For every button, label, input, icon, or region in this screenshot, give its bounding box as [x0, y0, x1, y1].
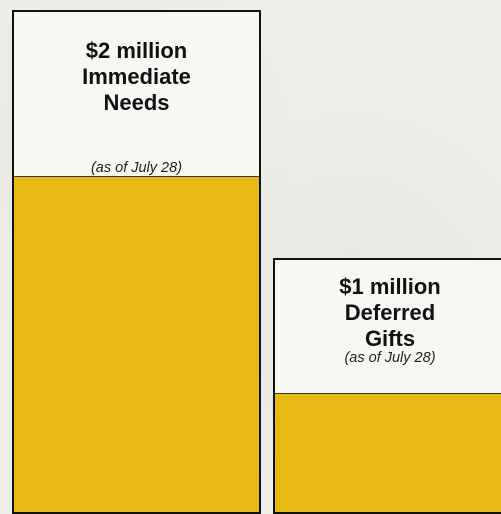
deferred-gifts-bar: $1 million Deferred Gifts (as of July 28…	[273, 258, 501, 514]
deferred-gifts-note: (as of July 28)	[344, 350, 436, 366]
immediate-needs-title-line1: Immediate	[82, 64, 191, 89]
immediate-needs-amount: $2 million	[85, 38, 188, 63]
immediate-needs-note: (as of July 28)	[90, 160, 183, 176]
deferred-gifts-amount: $1 million	[339, 274, 441, 299]
deferred-gifts-fill	[275, 393, 501, 512]
deferred-gifts-title-line2: Gifts	[364, 326, 416, 351]
immediate-needs-bar: $2 million Immediate Needs (as of July 2…	[12, 10, 261, 514]
deferred-gifts-label: $1 million Deferred Gifts (as of July 28…	[275, 274, 501, 366]
immediate-needs-fill	[14, 176, 259, 512]
deferred-gifts-title-line1: Deferred	[344, 300, 436, 325]
immediate-needs-label: $2 million Immediate Needs	[14, 38, 259, 116]
immediate-needs-title-line2: Needs	[103, 90, 170, 115]
